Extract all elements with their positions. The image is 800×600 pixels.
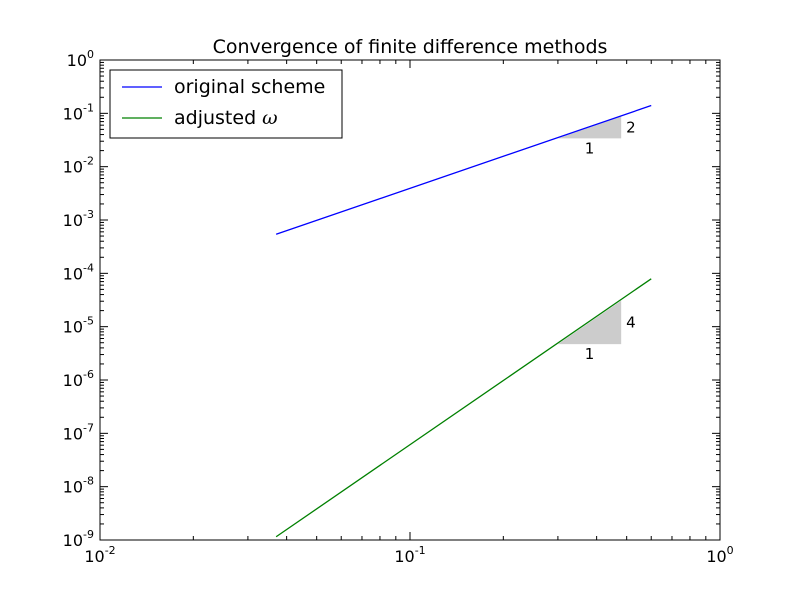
y-tick-label: 10-8 [63,475,94,497]
slope-triangle-1 [557,116,622,139]
legend: original scheme adjusted ω [109,69,343,139]
axis-ticks: 10-2 10-1 100 10-9 10-8 10-7 10-6 10-5 10-4 10-3 1… [63,48,734,566]
x-tick-label: 10-1 [394,544,425,566]
chart-title: Convergence of finite difference methods [213,36,608,58]
y-tick-label: 10-6 [63,368,94,390]
slope-rise-label-1: 2 [626,118,636,136]
slope-triangle-2 [557,300,622,345]
series-line-1 [275,104,652,235]
y-tick-label: 10-5 [63,315,94,337]
y-tick-label: 100 [67,48,94,70]
y-tick-label: 10-2 [63,155,94,177]
slope-run-label-2: 1 [585,345,595,363]
slope-rise-label-2: 4 [626,313,636,331]
y-tick-label: 10-9 [63,528,94,550]
series-line-2 [275,278,652,538]
legend-box [109,69,343,139]
legend-label-2: adjusted ω [174,107,278,129]
slope-triangles: 1 2 1 4 [557,116,636,363]
slope-run-label-1: 1 [585,139,595,157]
x-tick-label: 100 [706,544,733,566]
y-tick-label: 10-1 [63,101,94,123]
y-tick-label: 10-4 [63,261,94,283]
data-series [275,104,652,538]
y-tick-label: 10-3 [63,208,94,230]
x-tick-label: 10-2 [84,544,115,566]
legend-label-1: original scheme [174,76,325,98]
y-tick-label: 10-7 [63,421,94,443]
